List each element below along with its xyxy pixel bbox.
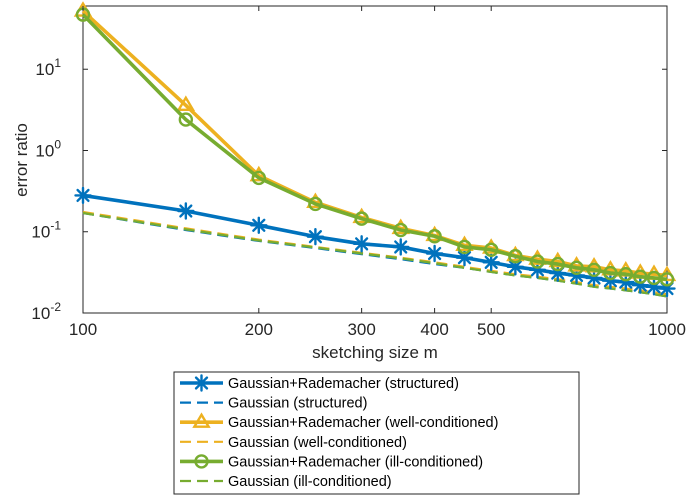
tick-layer: 100 200 300 400 500 1000 10-2 10-1 100 101 — [31, 6, 686, 339]
marker-circle — [569, 260, 584, 275]
legend-box — [173, 371, 580, 495]
marker-circle — [354, 211, 369, 226]
marker-circle — [483, 242, 499, 257]
plot-area — [82, 5, 668, 314]
marker-circle — [393, 222, 408, 238]
y-tick-label: 10-2 — [31, 300, 61, 323]
legend-item: Gaussian+Rademacher (well-conditioned) — [180, 412, 498, 431]
legend-label: Gaussian+Rademacher (ill-conditioned) — [228, 454, 483, 470]
legend-label: Gaussian (structured) — [228, 396, 367, 412]
marker-circle — [427, 229, 442, 244]
y-tick-label: 100 — [35, 137, 61, 160]
marker-circle — [251, 170, 267, 186]
series-0 — [74, 186, 676, 298]
x-tick-label: 300 — [347, 320, 375, 339]
marker-asterisk — [306, 227, 325, 246]
series-4 — [75, 7, 675, 287]
marker-circle — [194, 454, 209, 469]
marker-circle — [603, 265, 618, 281]
legend-label: Gaussian (well-conditioned) — [228, 435, 407, 451]
marker-asterisk — [177, 202, 195, 220]
y-axis-label: error ratio — [12, 123, 31, 197]
marker-asterisk — [250, 216, 268, 235]
marker-circle — [530, 254, 545, 269]
data-layer — [73, 1, 677, 298]
legend-item: Gaussian (structured) — [180, 396, 367, 412]
marker-asterisk — [482, 253, 500, 272]
legend-item: Gaussian (well-conditioned) — [180, 435, 407, 451]
marker-triangle — [391, 218, 410, 235]
marker-circle — [550, 256, 565, 272]
marker-asterisk — [192, 374, 211, 392]
y-tick-label: 101 — [35, 56, 61, 79]
y-tick-label: 10-1 — [31, 219, 61, 242]
x-tick-label: 1000 — [648, 320, 686, 339]
marker-asterisk — [74, 186, 92, 205]
legend-item: Gaussian+Rademacher (structured) — [180, 374, 459, 392]
marker-asterisk — [392, 238, 410, 256]
legend-items: Gaussian+Rademacher (structured) Gaussian… — [180, 374, 498, 490]
marker-circle — [586, 262, 602, 278]
legend: Gaussian+Rademacher (structured) Gaussian… — [173, 371, 580, 495]
marker-circle — [308, 196, 323, 212]
x-tick-label: 400 — [420, 320, 448, 339]
marker-circle — [659, 272, 675, 287]
marker-circle — [178, 112, 194, 127]
legend-item: Gaussian (ill-conditioned) — [180, 474, 392, 490]
marker-asterisk — [425, 244, 444, 263]
x-tick-label: 500 — [477, 320, 505, 339]
x-axis-label: sketching size m — [312, 343, 438, 362]
legend-label: Gaussian (ill-conditioned) — [228, 474, 392, 490]
marker-triangle — [192, 412, 211, 428]
marker-asterisk — [352, 235, 371, 253]
marker-circle — [508, 249, 523, 264]
series-line — [81, 13, 668, 282]
marker-circle — [633, 269, 648, 284]
legend-label: Gaussian+Rademacher (structured) — [228, 376, 459, 392]
marker-circle — [618, 267, 633, 282]
marker-triangle — [176, 95, 196, 111]
x-tick-label: 100 — [69, 320, 97, 339]
x-tick-label: 200 — [245, 320, 273, 339]
marker-circle — [457, 239, 472, 255]
legend-item: Gaussian+Rademacher (ill-conditioned) — [180, 454, 483, 470]
legend-label: Gaussian+Rademacher (well-conditioned) — [228, 415, 498, 431]
